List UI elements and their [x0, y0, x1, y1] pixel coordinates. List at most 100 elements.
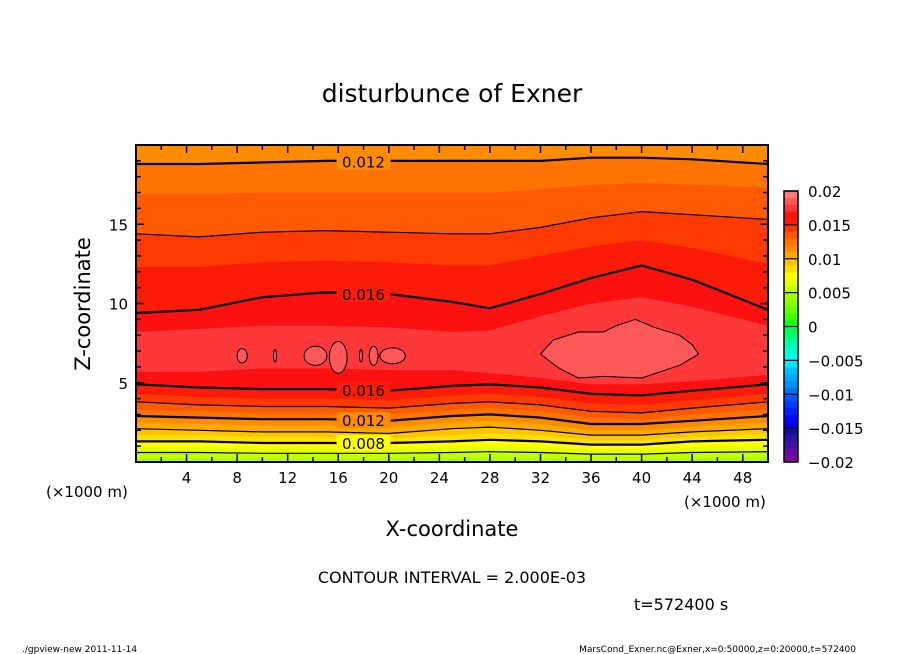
contour-label: 0.016 [342, 382, 385, 400]
colorbar-swatch [784, 353, 798, 361]
x-tick-label: 12 [278, 469, 297, 487]
x-tick-labels: 4 8 12 16 20 24 28 32 36 40 44 48 [182, 469, 752, 487]
x-unit-right: (×1000 m) [684, 493, 766, 511]
contour-line [136, 156, 768, 166]
colorbar-label: −0.02 [808, 454, 854, 472]
colorbar-swatch [784, 441, 798, 449]
contour-line [136, 438, 768, 446]
x-unit-left: (×1000 m) [46, 483, 128, 501]
contour-label: 0.012 [342, 154, 385, 172]
x-tick-label: 4 [182, 469, 192, 487]
z-tick-labels: 5 10 15 [109, 216, 128, 393]
contour-label: 0.012 [342, 412, 385, 430]
contour-island [273, 348, 278, 363]
colorbar-label: 0.02 [808, 183, 841, 201]
colorbar-swatch [784, 326, 798, 334]
z-tick-label: 15 [109, 216, 128, 234]
x-tick-label: 36 [581, 469, 600, 487]
colorbar-swatch [784, 373, 798, 381]
contour-lines [136, 156, 768, 455]
x-tick-label: 40 [632, 469, 651, 487]
axis-ticks [136, 145, 768, 462]
colorbar-label: 0.015 [808, 217, 851, 235]
contour-line [136, 264, 768, 315]
colorbar-label: −0.005 [808, 352, 864, 370]
colorbar-swatch [784, 434, 798, 442]
colorbar-swatch [784, 394, 798, 402]
colorbar-swatch [784, 360, 798, 368]
contour-island [303, 345, 328, 366]
colorbar-swatch [784, 387, 798, 395]
z-axis-label: Z-coordinate [71, 237, 95, 371]
x-tick-label: 8 [232, 469, 242, 487]
colorbar-swatch [784, 455, 798, 463]
colorbar-swatch [784, 414, 798, 422]
contour-label-bg [336, 153, 391, 170]
contour-island [328, 341, 348, 374]
colorbar-swatch [784, 197, 798, 205]
colorbar-swatch [784, 191, 798, 199]
colorbar: 0.02 0.015 0.01 0.005 0 −0.005 −0.01 −0.015 −0.0… [783, 183, 864, 472]
colorbar-swatch [784, 251, 798, 260]
colorbar-swatch [784, 428, 798, 436]
colorbar-label: 0 [808, 319, 818, 337]
contour-label-bg [336, 381, 391, 398]
colorbar-swatch [784, 367, 798, 375]
contour-band [136, 457, 768, 462]
contour-line [136, 426, 768, 436]
time-label: t=572400 s [634, 595, 728, 614]
contour-labels: 0.012 0.016 0.016 0.012 0.008 [336, 153, 391, 453]
contour-island [358, 348, 364, 363]
colorbar-swatch [784, 258, 798, 266]
x-tick-label: 16 [329, 469, 348, 487]
contour-interval: CONTOUR INTERVAL = 2.000E-03 [318, 568, 586, 587]
colorbar-swatch [784, 245, 798, 253]
colorbar-swatch [784, 407, 798, 415]
colorbar-swatch [784, 231, 798, 239]
contour-line [136, 451, 768, 455]
x-tick-label: 44 [683, 469, 702, 487]
contour-label-bg [336, 434, 391, 451]
colorbar-swatch [784, 401, 798, 409]
colorbar-swatch [784, 306, 798, 314]
colorbar-swatch [784, 279, 798, 287]
colorbar-label: −0.01 [808, 386, 854, 404]
colorbar-swatch [784, 421, 798, 429]
contour-line [136, 383, 768, 397]
x-tick-label: 20 [379, 469, 398, 487]
x-tick-label: 32 [531, 469, 550, 487]
colorbar-swatch [784, 238, 798, 246]
contour-island [236, 348, 248, 364]
colorbar-swatch [784, 204, 798, 212]
colorbar-swatch [784, 380, 798, 388]
footer-right: MarsCond_Exner.nc@Exner,x=0:50000,z=0:20… [579, 645, 856, 654]
contour-fills [136, 145, 768, 462]
colorbar-swatch [784, 285, 798, 293]
contour-line [136, 210, 768, 238]
colorbar-swatch [784, 218, 798, 226]
colorbar-swatch [784, 224, 798, 232]
colorbar-swatch [784, 340, 798, 348]
z-tick-label: 5 [118, 375, 128, 393]
contour-label: 0.008 [342, 435, 385, 453]
colorbar-label: 0.005 [808, 285, 851, 303]
contour-band [136, 145, 768, 164]
contour-label-bg [336, 411, 391, 428]
colorbar-swatch [784, 448, 798, 456]
colorbar-frame [783, 190, 799, 463]
colorbar-swatch [784, 312, 798, 321]
contour-label-bg [336, 285, 391, 302]
contour-island [539, 318, 700, 379]
x-tick-label: 24 [430, 469, 449, 487]
colorbar-swatch [784, 346, 798, 354]
contour-line [136, 413, 768, 426]
colorbar-swatch [784, 265, 798, 273]
x-tick-label: 48 [733, 469, 752, 487]
chart-title: disturbunce of Exner [322, 79, 583, 108]
x-axis-label: X-coordinate [386, 517, 519, 541]
contour-label: 0.016 [342, 286, 385, 304]
footer-left: ./gpview-new 2011-11-14 [22, 645, 137, 654]
colorbar-label: −0.015 [808, 420, 864, 438]
colorbar-swatch [784, 319, 798, 327]
